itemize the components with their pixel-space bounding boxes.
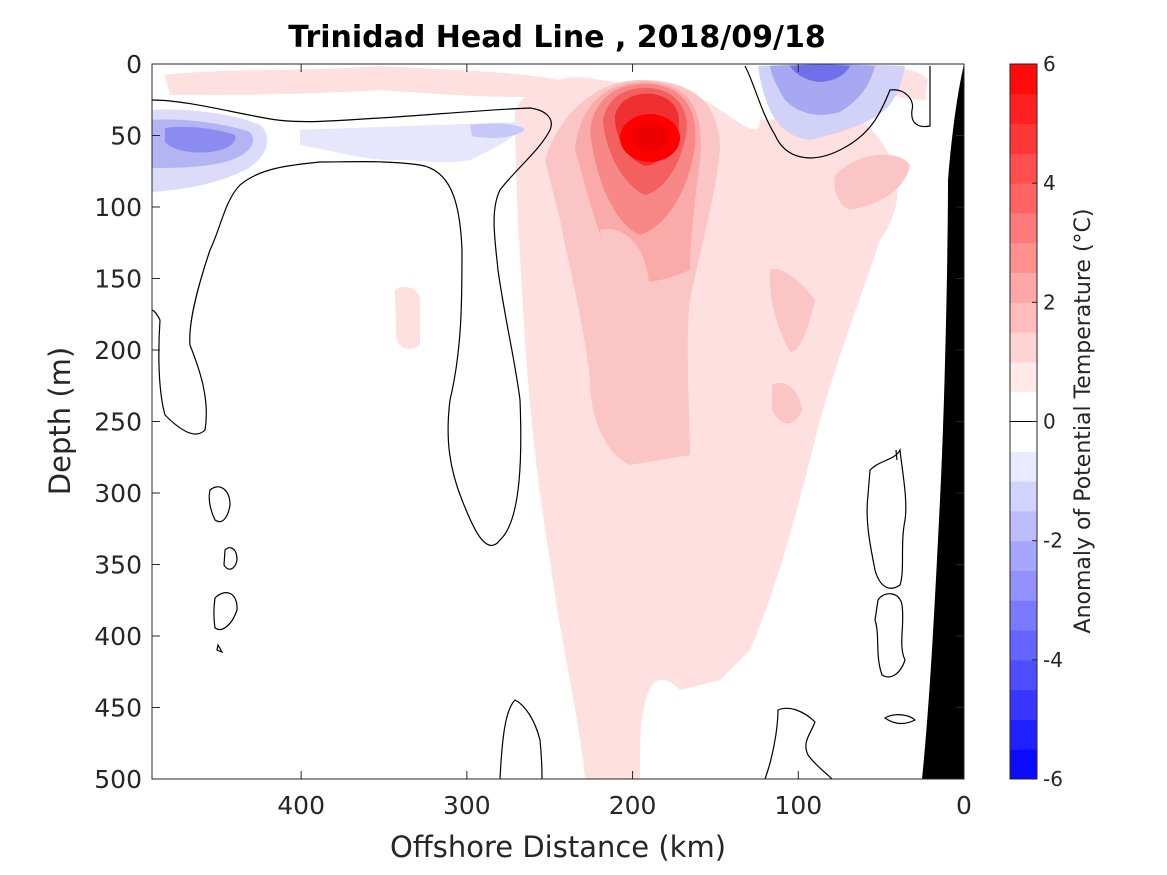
x-tick-label: 200 <box>609 791 657 820</box>
colorbar-tick-label: 0 <box>1043 410 1056 434</box>
colorbar-segment <box>1010 153 1037 184</box>
cold-patch-mid <box>470 123 525 138</box>
colorbar-segment <box>1010 421 1037 452</box>
zero-contour-deep-100 <box>764 707 833 780</box>
colorbar-segment <box>1010 332 1037 363</box>
colorbar-segment <box>1010 659 1037 691</box>
y-tick-label: 50 <box>110 122 142 151</box>
colorbar-segment <box>1010 749 1037 780</box>
colorbar-tick-label: -6 <box>1043 767 1063 791</box>
zero-contour-nearshore-deep-3 <box>883 714 917 725</box>
zero-contour-surface <box>151 99 552 547</box>
colorbar-segment <box>1010 391 1037 422</box>
colorbar-segment <box>1010 183 1037 214</box>
warm-patch-340km <box>395 287 420 349</box>
zero-contour-west-deep-2 <box>223 547 238 570</box>
colorbar-segment <box>1010 570 1037 601</box>
cold-lens-nearshore-core <box>790 64 850 82</box>
warm-patch-100km <box>769 269 815 352</box>
warm-patch-60km <box>834 154 910 210</box>
colorbar-segment <box>1010 93 1037 125</box>
colorbar-segment <box>1010 719 1037 750</box>
y-axis: 0 50 100 150 200 250 300 350 400 450 500 <box>94 50 964 794</box>
colorbar: 6 4 2 0 -2 -4 -6 <box>1009 52 1063 791</box>
colorbar-segment <box>1010 361 1037 393</box>
colorbar-segment <box>1010 689 1037 720</box>
colorbar-tick-label: 6 <box>1043 52 1056 76</box>
colorbar-label: Anomaly of Potential Temperature (°C) <box>1071 209 1096 634</box>
y-tick-label: 150 <box>94 265 142 294</box>
x-axis-label: Offshore Distance (km) <box>390 830 726 864</box>
y-tick-label: 250 <box>94 408 142 437</box>
y-tick-label: 200 <box>94 336 142 365</box>
y-tick-label: 450 <box>94 694 142 723</box>
colorbar-tick-label: 2 <box>1043 290 1056 314</box>
cold-lens-nearshore-inner <box>770 64 875 115</box>
surface-warm-band <box>165 66 580 98</box>
field-layers <box>152 64 928 779</box>
colorbar-segment <box>1010 451 1037 482</box>
colorbar-segment <box>1010 600 1037 631</box>
bathymetry-mask <box>922 64 964 779</box>
x-tick-label: 300 <box>443 791 491 820</box>
colorbar-segment <box>1010 272 1037 303</box>
warm-core-inner <box>633 123 669 151</box>
colorbar-segment <box>1010 481 1037 512</box>
y-tick-label: 0 <box>126 50 142 79</box>
zero-contour-west-deep-3 <box>213 592 238 631</box>
zero-contour-nearshore-deep-2 <box>874 593 906 678</box>
zero-contour-nearshore-deep-1 <box>866 447 907 589</box>
y-tick-label: 350 <box>94 551 142 580</box>
x-axis: 400 300 200 100 0 <box>277 64 972 820</box>
y-tick-label: 100 <box>94 193 142 222</box>
zero-contour-west-deep-1 <box>208 486 231 523</box>
colorbar-segment <box>1010 630 1037 661</box>
zero-contour-west-deep-4 <box>216 643 224 654</box>
zero-contour-deep-270 <box>499 699 543 780</box>
zero-contour-nearshore <box>744 65 931 159</box>
y-tick-label: 400 <box>94 622 142 651</box>
colorbar-tick-label: -4 <box>1043 648 1063 672</box>
colorbar-segment <box>1010 302 1037 333</box>
chart-title: Trinidad Head Line , 2018/09/18 <box>288 20 825 55</box>
colorbar-segment <box>1010 510 1037 542</box>
cold-band-mid <box>300 122 521 163</box>
colorbar-tick-label: -2 <box>1043 529 1063 553</box>
zero-contour-stub <box>895 449 898 461</box>
plot-area <box>151 63 965 780</box>
zero-contours <box>151 65 931 780</box>
cold-lens-west-core <box>165 126 236 153</box>
colorbar-segment <box>1010 242 1037 274</box>
colorbar-segment <box>1010 123 1037 154</box>
colorbar-tick-label: 4 <box>1043 171 1056 195</box>
x-tick-label: 0 <box>956 791 972 820</box>
x-tick-label: 100 <box>774 791 822 820</box>
warm-patch-100km-deep <box>772 382 802 424</box>
y-tick-label: 300 <box>94 479 142 508</box>
y-tick-label: 500 <box>94 765 142 794</box>
y-axis-label: Depth (m) <box>43 347 77 495</box>
colorbar-segment <box>1010 540 1037 571</box>
colorbar-segment <box>1010 64 1037 95</box>
warm-contour-2b <box>600 229 650 326</box>
x-tick-label: 400 <box>277 791 325 820</box>
colorbar-segment <box>1010 212 1037 244</box>
